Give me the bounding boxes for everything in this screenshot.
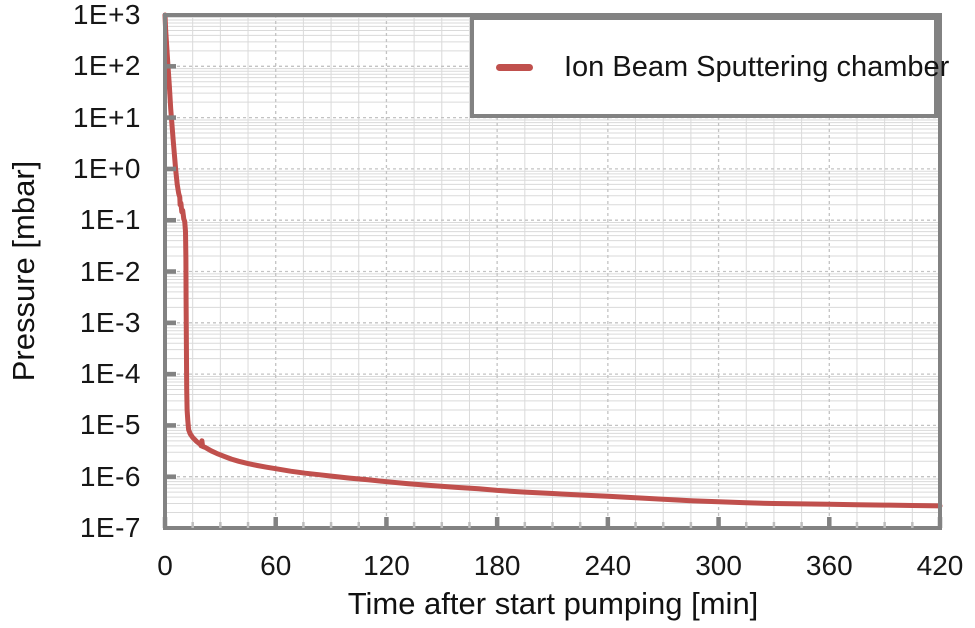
y-tick-label: 1E-4	[79, 358, 141, 390]
series-line	[162, 12, 943, 509]
x-tick-label: 420	[916, 550, 964, 581]
y-tick-label: 1E+1	[72, 101, 141, 133]
legend-line-sample	[496, 63, 533, 71]
y-tick-label: 1E-7	[79, 512, 141, 543]
y-tick-label: 1E-2	[79, 255, 141, 287]
y-tick-label: 1E+3	[72, 0, 141, 30]
x-tick-label: 240	[584, 550, 632, 581]
x-tick-label: 180	[473, 550, 521, 581]
x-tick-label: 60	[260, 550, 292, 581]
y-tick-label: 1E+0	[72, 152, 141, 184]
y-axis-title: Pressure [mbar]	[6, 160, 41, 382]
legend-series-label: Ion Beam Sputtering chamber	[564, 50, 950, 83]
x-tick-label: 0	[157, 550, 173, 581]
y-tick-label: 1E-1	[79, 204, 141, 236]
x-axis-title: Time after start pumping [min]	[347, 586, 759, 621]
y-tick-label: 1E-5	[79, 409, 141, 441]
x-tick-label: 120	[363, 550, 410, 581]
y-tick-label: 1E-6	[79, 460, 141, 492]
x-tick-label: 360	[805, 550, 853, 581]
x-tick-label: 300	[695, 550, 742, 581]
legend-box: Ion Beam Sputtering chamber	[470, 16, 949, 118]
y-tick-label: 1E+2	[72, 50, 141, 82]
y-tick-label: 1E-3	[79, 306, 141, 338]
